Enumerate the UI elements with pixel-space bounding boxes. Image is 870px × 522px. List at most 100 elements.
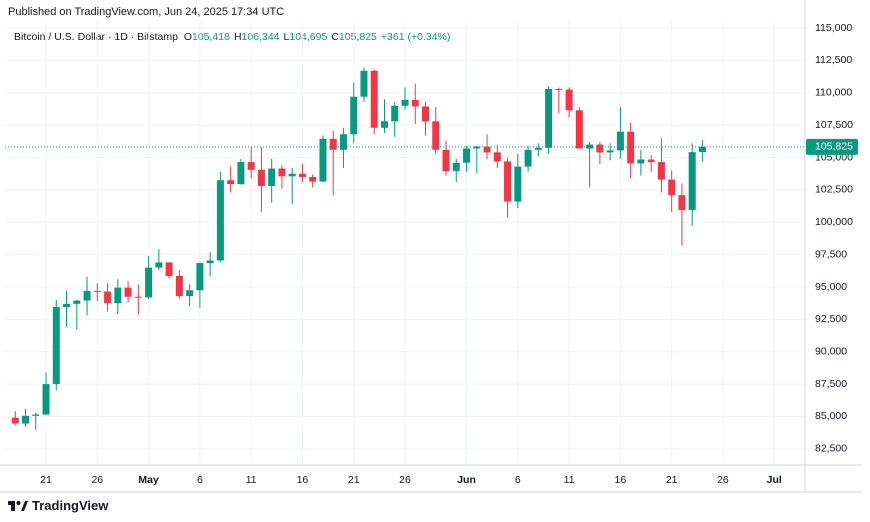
candle-body [73, 300, 81, 304]
candle-body [473, 146, 481, 149]
candle-body [545, 88, 553, 148]
x-tick-label: 16 [297, 474, 309, 486]
y-tick-label: 92,500 [815, 313, 847, 325]
candle-body [32, 414, 40, 416]
candle-body [124, 287, 132, 297]
x-tick-label: 11 [246, 474, 257, 486]
y-tick-label: 100,000 [815, 216, 853, 228]
candle-body [134, 296, 142, 298]
change: +361 (+0.34%) [380, 31, 451, 43]
candle-body [463, 148, 471, 163]
x-tick-label: 26 [717, 474, 729, 486]
candle-body [165, 262, 173, 276]
x-tick-label: 26 [91, 474, 103, 486]
candle-body [268, 168, 276, 187]
candle-body [145, 267, 153, 298]
last-price-label: 105,825 [815, 141, 853, 153]
candle-body [565, 89, 573, 111]
y-tick-label: 82,500 [815, 443, 847, 455]
candle-body [668, 179, 676, 196]
candle-body [22, 415, 30, 424]
candle-body [422, 106, 430, 122]
candle-body [63, 303, 71, 308]
candle-body [596, 144, 604, 153]
ohlc-key: H [233, 31, 242, 43]
candle-body [391, 105, 399, 122]
candle-body [104, 291, 112, 304]
candle-body [627, 131, 635, 164]
candle-body [555, 88, 563, 90]
x-tick-label: Jul [767, 474, 782, 486]
candle-body [278, 168, 286, 177]
symbol: Bitcoin / U.S. Dollar · 1D · Bitstamp [14, 31, 178, 43]
y-tick-label: 85,000 [815, 410, 847, 422]
x-tick-label: 16 [615, 474, 627, 486]
candle-body [360, 70, 368, 97]
candle-body [586, 144, 594, 149]
y-tick-label: 90,000 [815, 346, 847, 358]
candle-body [411, 99, 419, 107]
brand: TradingView [8, 498, 108, 513]
ohlc-value: 104,695 [289, 31, 328, 43]
x-tick-label: 26 [399, 474, 411, 486]
ohlc-key: C [331, 31, 339, 43]
candle-body [350, 96, 358, 135]
candle-body [483, 146, 491, 153]
y-tick-label: 110,000 [815, 87, 852, 99]
y-tick-label: 112,500 [815, 54, 852, 66]
candle-body [114, 287, 122, 304]
y-tick-label: 107,500 [815, 119, 853, 131]
candle-body [216, 180, 224, 261]
candle-body [329, 138, 337, 150]
candle-body [257, 169, 265, 187]
candle-body [52, 307, 60, 385]
y-tick-label: 95,000 [815, 281, 847, 293]
y-tick-label: 97,500 [815, 248, 847, 260]
candle-body [319, 138, 327, 182]
candle-body [647, 159, 655, 163]
ohlc-key: L [283, 31, 290, 43]
candle-body [196, 263, 204, 291]
x-tick-label: 6 [197, 474, 203, 486]
candle-body [401, 99, 409, 106]
logo [8, 500, 28, 511]
candle-body [452, 162, 460, 172]
candle-body [688, 152, 696, 210]
candle-body [247, 162, 255, 170]
candle-body [339, 134, 347, 150]
candle-body [93, 290, 101, 292]
candle-body [637, 159, 645, 164]
candle-body [504, 161, 512, 202]
candle-body [206, 260, 214, 264]
candle-body [155, 262, 163, 268]
candle-body [370, 70, 378, 128]
candle-body [678, 195, 686, 210]
x-tick-label: May [138, 474, 159, 486]
candle-body [227, 180, 235, 185]
legend: Bitcoin / U.S. Dollar · 1D · Bitstamp O1… [14, 31, 454, 43]
candle-body [298, 173, 306, 177]
x-tick-label: 21 [666, 474, 678, 486]
candle-body [657, 162, 665, 180]
candle-body [514, 166, 522, 202]
candle-body [575, 110, 583, 149]
candle-body [493, 152, 501, 162]
published-note: Published on TradingView.com, Jun 24, 20… [8, 6, 285, 18]
ohlc-value: 105,418 [191, 31, 230, 43]
candle-body [616, 131, 624, 151]
ohlc-value: 105,825 [338, 31, 377, 43]
ohlc-key: O [183, 31, 192, 43]
x-tick-label: 6 [515, 474, 521, 486]
y-tick-label: 102,500 [815, 184, 853, 196]
candle-body [606, 150, 614, 153]
x-tick-label: 21 [40, 474, 52, 486]
y-tick-label: 115,000 [815, 22, 852, 34]
x-tick-label: 21 [348, 474, 360, 486]
candle-body [11, 417, 19, 424]
last-price-box [806, 138, 858, 155]
y-tick-label: 87,500 [815, 378, 847, 390]
candle-body [442, 149, 450, 172]
x-tick-label: Jun [457, 474, 476, 486]
